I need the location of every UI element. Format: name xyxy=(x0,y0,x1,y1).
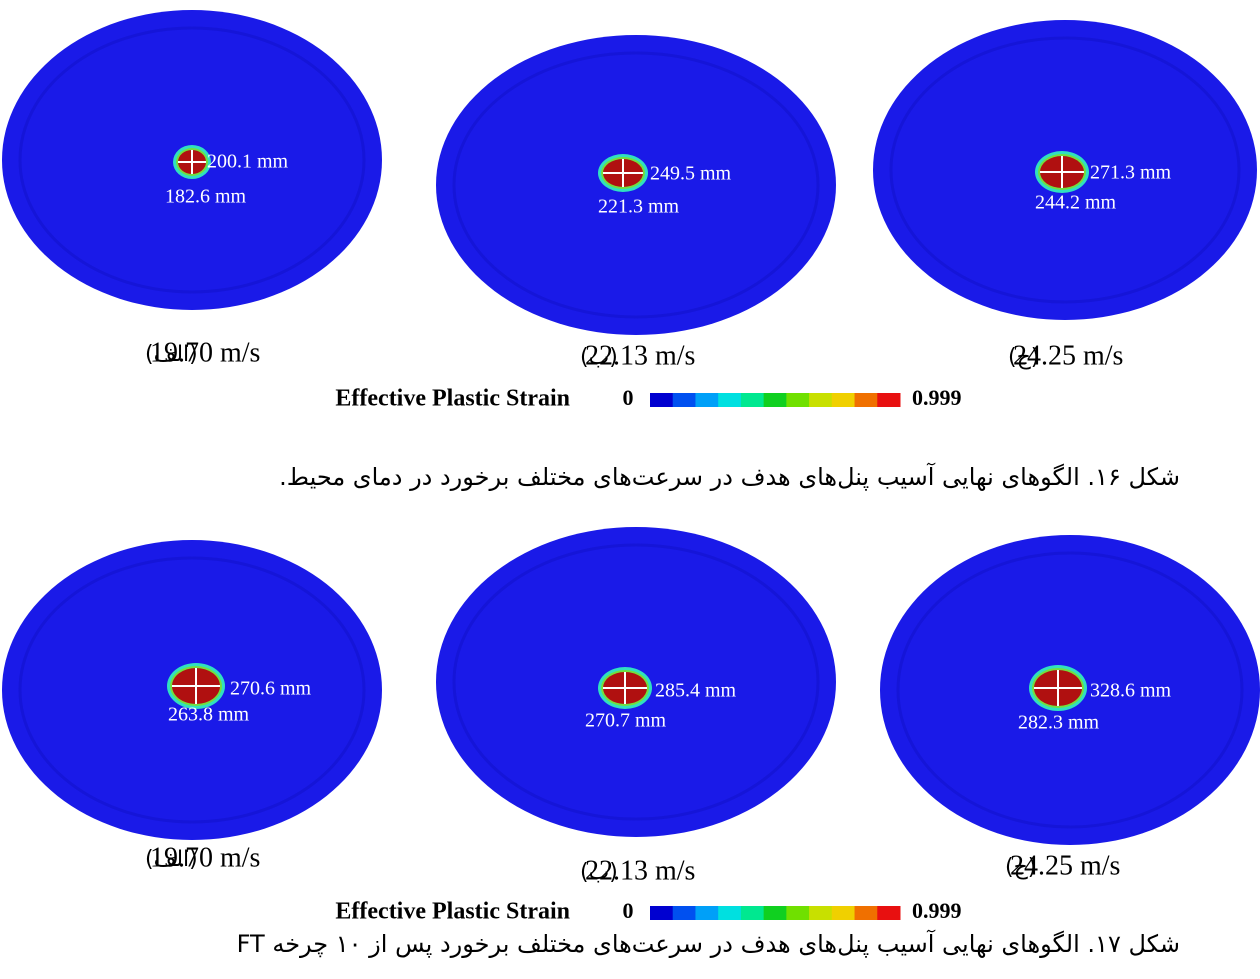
colorbar-segment xyxy=(695,393,719,407)
colorbar-min: 0 xyxy=(623,385,634,410)
dimension-label: 282.3 mm xyxy=(1018,712,1100,734)
panel: 249.5 mm 221.3 mm (ب)22.13 m/s xyxy=(436,35,836,371)
colorbar-label: Effective Plastic Strain xyxy=(335,899,570,925)
panel: 270.6 mm 263.8 mm (الف)19.70 m/s xyxy=(2,540,382,873)
dimension-label: 249.5 mm xyxy=(650,163,732,185)
colorbar-segment xyxy=(877,393,901,407)
colorbar-segment xyxy=(695,906,719,920)
plate-rim xyxy=(452,51,820,319)
colorbar-segment xyxy=(809,393,833,407)
panel: 285.4 mm 270.7 mm (ب)22.13 m/s xyxy=(436,527,836,886)
dimension-label: 328.6 mm xyxy=(1090,680,1172,702)
panel: 200.1 mm 182.6 mm (الف)19.70 m/s xyxy=(2,10,382,368)
colorbar-segment xyxy=(763,393,787,407)
panel-letter: (ج) xyxy=(1008,345,1039,370)
panel-letter: (الف) xyxy=(145,342,198,367)
colorbar-max: 0.999 xyxy=(912,898,962,923)
impact-speed: 19.70 m/s xyxy=(150,842,260,873)
dimension-label: 244.2 mm xyxy=(1035,192,1117,214)
impact-speed: 24.25 m/s xyxy=(1010,850,1120,881)
plate-rim xyxy=(452,543,820,821)
colorbar-segment xyxy=(740,906,765,920)
colorbar-segment xyxy=(672,393,696,407)
impact-speed: 22.13 m/s xyxy=(585,340,695,371)
panel-letter: (ب) xyxy=(580,860,618,885)
dimension-label: 285.4 mm xyxy=(655,680,737,702)
dimension-label: 200.1 mm xyxy=(207,151,289,173)
figure-caption: شکل ۱۷. الگوهای نهایی آسیب پنل‌های هدف د… xyxy=(237,929,1180,958)
colorbar-segment xyxy=(877,906,901,920)
colorbar-segment xyxy=(650,906,674,920)
panel-letter: (ج) xyxy=(1005,855,1036,880)
colorbar-min: 0 xyxy=(623,898,634,923)
colorbar-label: Effective Plastic Strain xyxy=(335,386,570,412)
colorbar-segment xyxy=(740,393,765,407)
dimension-label: 182.6 mm xyxy=(165,186,247,208)
colorbar-segment xyxy=(786,393,810,407)
colorbar-segment xyxy=(786,906,810,920)
dimension-label: 270.7 mm xyxy=(585,710,667,732)
plate-rim xyxy=(889,36,1241,304)
panel-letter: (ب) xyxy=(580,345,618,370)
colorbar-segment xyxy=(763,906,787,920)
plate-rim xyxy=(18,556,366,824)
panel: 271.3 mm 244.2 mm (ج)24.25 m/s xyxy=(873,20,1257,371)
colorbar-segment xyxy=(831,393,856,407)
dimension-label: 270.6 mm xyxy=(230,678,312,700)
colorbar-segment xyxy=(718,906,742,920)
colorbar-segment xyxy=(718,393,742,407)
impact-speed: 24.25 m/s xyxy=(1013,340,1123,371)
colorbar-segment xyxy=(809,906,833,920)
panel-letter: (الف) xyxy=(145,847,198,872)
dimension-label: 221.3 mm xyxy=(598,196,680,218)
impact-speed: 19.70 m/s xyxy=(150,337,260,368)
colorbar-segment xyxy=(854,906,878,920)
panel: 328.6 mm 282.3 mm (ج)24.25 m/s xyxy=(880,535,1260,881)
dimension-label: 271.3 mm xyxy=(1090,162,1172,184)
colorbar-max: 0.999 xyxy=(912,385,962,410)
colorbar-segment xyxy=(672,906,696,920)
colorbar-segment xyxy=(831,906,856,920)
figure-caption: شکل ۱۶. الگوهای نهایی آسیب پنل‌های هدف د… xyxy=(279,462,1180,491)
dimension-label: 263.8 mm xyxy=(168,704,250,726)
impact-speed: 22.13 m/s xyxy=(585,855,695,886)
plate-rim xyxy=(896,551,1244,829)
plate-rim xyxy=(18,26,366,294)
colorbar-segment xyxy=(854,393,878,407)
colorbar-segment xyxy=(650,393,674,407)
